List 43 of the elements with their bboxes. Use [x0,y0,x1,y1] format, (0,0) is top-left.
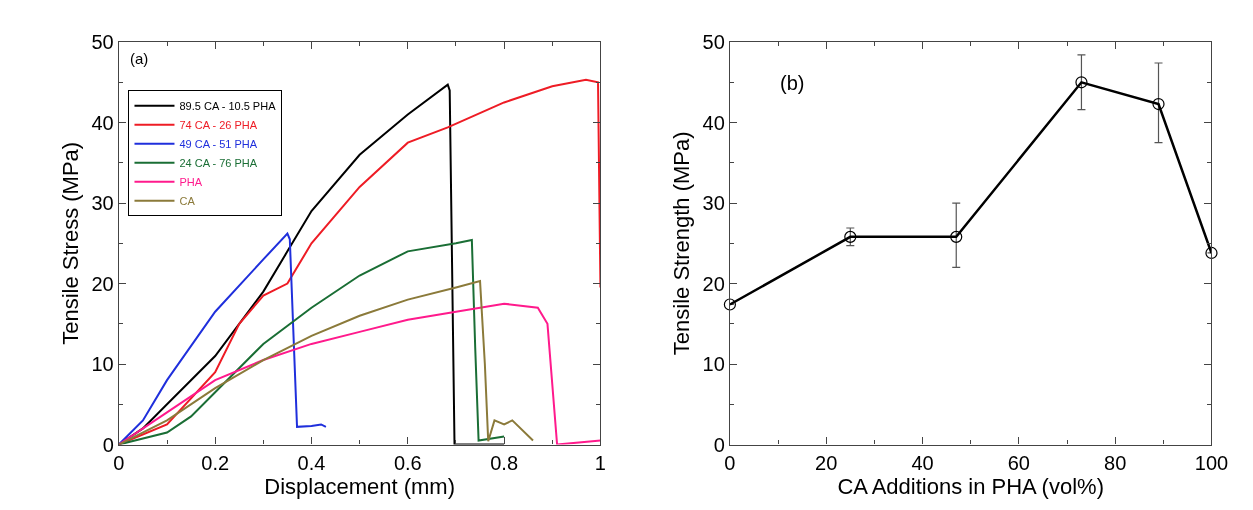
y-tick-label: 30 [91,192,114,215]
point [1205,246,1218,260]
line-series [118,232,327,445]
x-tick-label: 80 [1104,451,1127,474]
point [723,298,736,311]
y-tick-label: 20 [91,272,114,295]
x-tick-label: 0.6 [393,451,422,474]
legend-label: 24 CA - 76 PHA [179,157,258,170]
line-series [118,280,535,445]
x-tick-label: 40 [911,451,934,474]
y-axis-title: Tensile Stress (MPa) [58,141,84,345]
y-tick-label: 30 [702,192,725,215]
legend-label: CA [179,195,196,208]
annotation: (a) [130,50,149,67]
x-axis-title: Displacement (mm) [264,473,455,499]
legend-label: 74 CA - 26 PHA [179,119,258,132]
x-tick-label: 0.4 [297,451,326,474]
y-tick-label: 50 [91,31,114,54]
line-series [118,302,601,445]
x-tick-label: 1 [594,451,606,474]
y-tick-label: 10 [91,353,114,376]
point [950,230,963,243]
legend-label: PHA [179,176,203,189]
annotation: (b) [780,72,805,94]
y-tick-label: 20 [702,272,725,295]
y-axis-title: Tensile Strength (MPa) [669,131,695,356]
y-tick-label: 0 [102,433,114,456]
y-tick-label: 0 [713,433,725,456]
legend-label: 49 CA - 51 PHA [179,138,258,151]
y-tick-label: 10 [702,353,725,376]
y-tick-label: 50 [702,31,725,54]
point [844,230,857,243]
x-tick-label: 100 [1194,451,1229,474]
x-tick-label: 20 [815,451,838,474]
x-tick-label: 60 [1007,451,1030,474]
point [1075,76,1088,89]
x-tick-label: 0.8 [490,451,519,474]
point [1152,97,1165,111]
legend-label: 89.5 CA - 10.5 PHA [179,100,277,113]
y-tick-label: 40 [91,111,114,134]
x-tick-label: 0.2 [201,451,230,474]
y-tick-label: 40 [702,111,725,134]
x-axis-title: CA Additions in PHA (vol%) [837,473,1104,499]
